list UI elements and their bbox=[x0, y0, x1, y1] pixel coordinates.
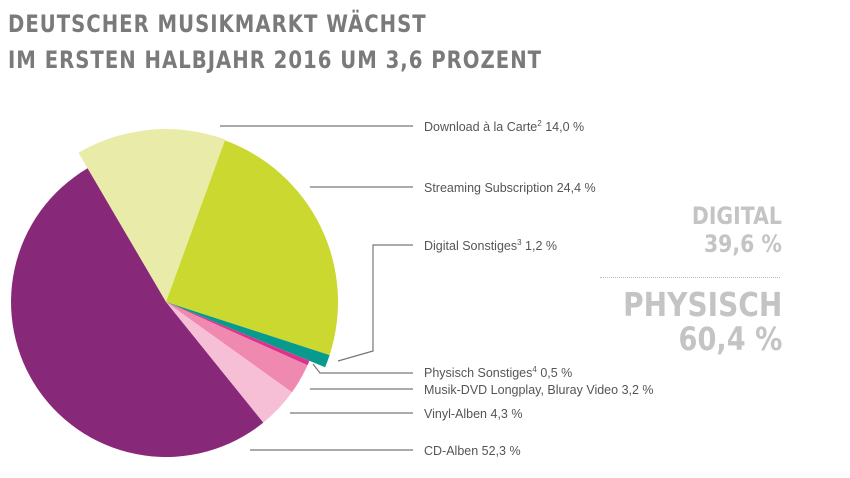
summary-physisch-value: 60,4 % bbox=[678, 320, 782, 358]
label-name: Vinyl-Alben bbox=[424, 407, 488, 421]
label-vinyl: Vinyl-Alben 4,3 % bbox=[424, 407, 522, 421]
slice-cd bbox=[11, 168, 264, 457]
label-name: Streaming Subscription bbox=[424, 181, 554, 195]
label-streaming: Streaming Subscription 24,4 % bbox=[424, 181, 596, 195]
slice-digital-other bbox=[166, 302, 330, 368]
slice-streaming bbox=[166, 140, 339, 356]
label-value: 1,2 % bbox=[525, 239, 558, 253]
summary-physisch-label: PHYSISCH bbox=[622, 285, 782, 324]
label-dvd: Musik-DVD Longplay, Bluray Video 3,2 % bbox=[424, 383, 654, 397]
label-physical-other: Physisch Sonstiges4 0,5 % bbox=[424, 365, 573, 381]
summary-digital: DIGITAL 39,6 % bbox=[676, 202, 782, 258]
slice-physical-other bbox=[166, 302, 310, 366]
label-value: 24,4 % bbox=[556, 181, 596, 195]
label-value: 0,5 % bbox=[540, 366, 573, 380]
summary-physisch: PHYSISCH 60,4 % bbox=[595, 285, 782, 358]
label-name: Physisch Sonstiges bbox=[424, 366, 533, 380]
slice-download bbox=[78, 129, 226, 302]
label-name: CD-Alben bbox=[424, 444, 479, 458]
title-line-2: IM ERSTEN HALBJAHR 2016 UM 3,6 PROZENT bbox=[8, 46, 543, 74]
chart-title: DEUTSCHER MUSIKMARKT WÄCHST IM ERSTEN HA… bbox=[8, 6, 542, 78]
slice-vinyl bbox=[166, 302, 292, 423]
summary-divider bbox=[600, 277, 780, 278]
slice-dvd bbox=[166, 302, 308, 393]
label-name: Musik-DVD Longplay, Bluray Video bbox=[424, 383, 619, 397]
label-digital-other: Digital Sonstiges3 1,2 % bbox=[424, 238, 558, 254]
label-value: 3,2 % bbox=[621, 383, 654, 397]
label-value: 14,0 % bbox=[545, 120, 585, 134]
summary-digital-value: 39,6 % bbox=[704, 230, 782, 258]
leader-line-digital-other bbox=[337, 244, 413, 362]
summary-digital-label: DIGITAL bbox=[692, 202, 782, 230]
label-value: 4,3 % bbox=[490, 407, 523, 421]
pie-slices bbox=[11, 129, 339, 457]
label-download: Download à la Carte2 14,0 % bbox=[424, 119, 585, 135]
label-name: Digital Sonstiges bbox=[424, 239, 518, 253]
leader-lines bbox=[220, 125, 413, 451]
leader-line-physical-other bbox=[312, 363, 413, 374]
label-value: 52,3 % bbox=[481, 444, 521, 458]
label-name: Download à la Carte bbox=[424, 120, 538, 134]
title-line-1: DEUTSCHER MUSIKMARKT WÄCHST bbox=[8, 10, 427, 38]
label-cd: CD-Alben 52,3 % bbox=[424, 444, 521, 458]
